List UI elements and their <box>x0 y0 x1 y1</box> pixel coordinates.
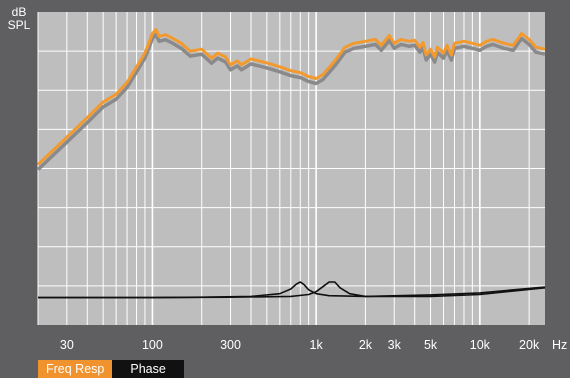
x-tick-label: 20k <box>519 338 540 352</box>
y-axis-label-unit: dB <box>11 5 27 19</box>
x-tick-label: 2k <box>359 338 373 352</box>
x-tick-label: 100 <box>142 338 163 352</box>
x-tick-label: 300 <box>220 338 241 352</box>
tab-freq-resp[interactable]: Freq Resp <box>38 360 113 378</box>
x-tick-label: 30 <box>60 338 74 352</box>
x-tick-label: 3k <box>388 338 402 352</box>
grid-lines <box>37 12 545 325</box>
x-tick-label: 1k <box>310 338 324 352</box>
series-layer <box>36 28 546 299</box>
y-axis-label-spl: SPL <box>7 18 31 32</box>
series-line-freq_resp <box>36 28 546 166</box>
y-axis-label: dB SPL <box>6 6 32 32</box>
x-tick-labels: 30 100 300 1k 2k 3k 5k 10k 20k <box>60 338 540 352</box>
chart-tabs: Freq Resp Phase <box>38 360 184 378</box>
series-line-phase_b <box>38 281 546 299</box>
x-tick-label: 5k <box>424 338 438 352</box>
series-shadow-freq_resp <box>36 32 546 171</box>
x-tick-label: 10k <box>470 338 491 352</box>
tab-phase[interactable]: Phase <box>112 360 184 378</box>
x-axis-unit-label: Hz <box>552 338 567 352</box>
